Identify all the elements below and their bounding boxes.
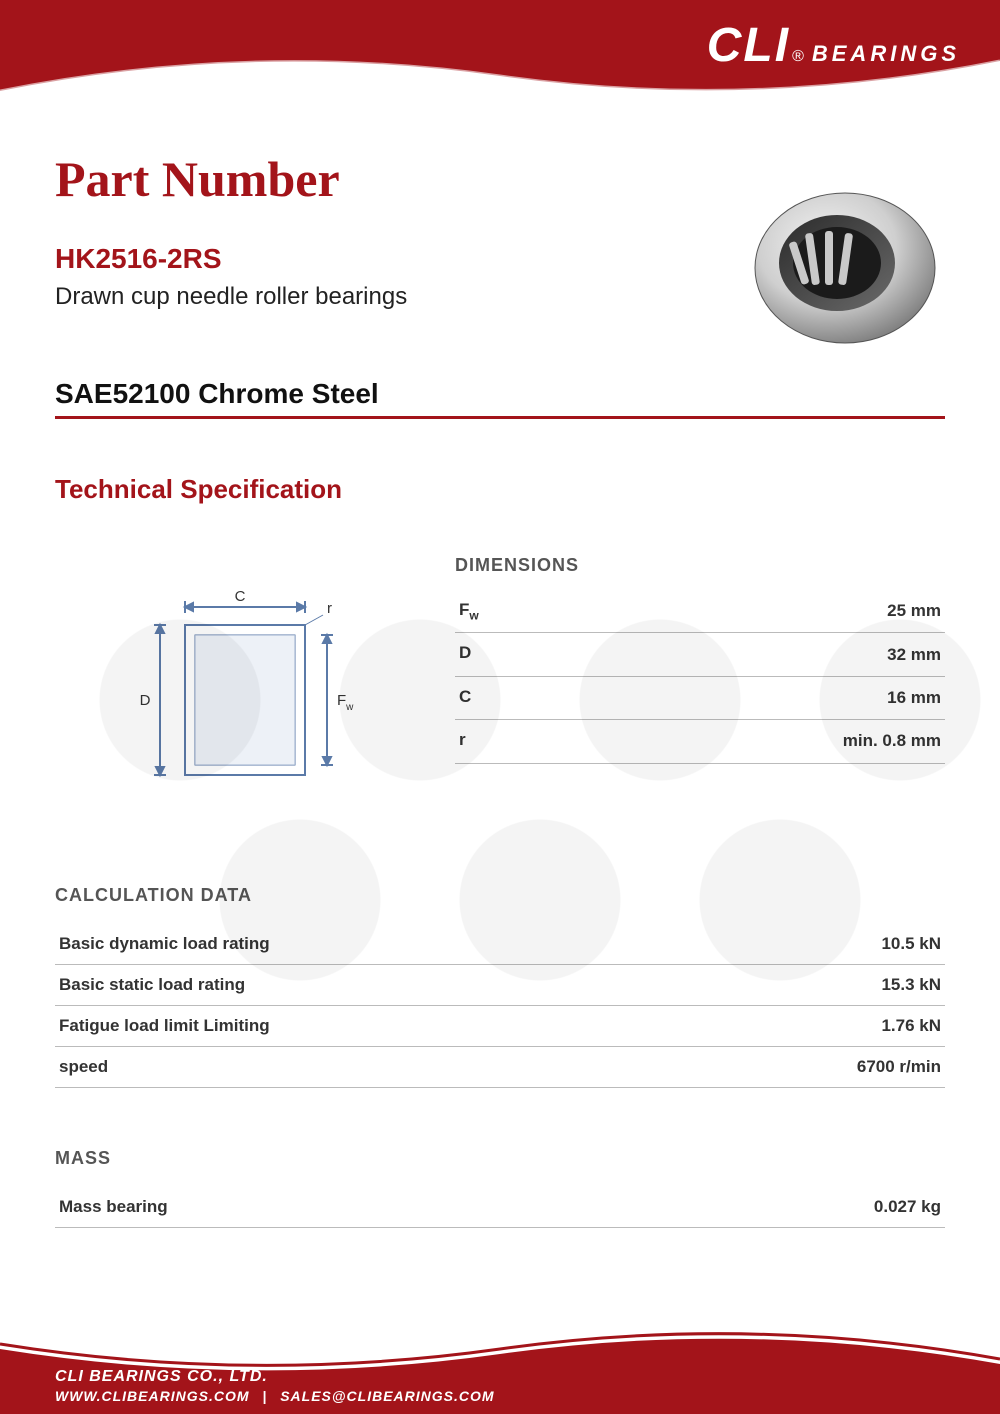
diagram-label-fw: Fw xyxy=(337,692,354,713)
dimensions-table: Fw 25 mm D 32 mm C 16 mm r min. 0.8 mm xyxy=(455,590,945,764)
part-info: HK2516-2RS Drawn cup needle roller beari… xyxy=(55,243,407,311)
calc-value: 6700 r/min xyxy=(681,1047,945,1088)
techspec-heading: Technical Specification xyxy=(55,474,945,505)
dim-value: 32 mm xyxy=(556,633,945,676)
table-row: C 16 mm xyxy=(455,676,945,719)
mass-section: MASS Mass bearing 0.027 kg xyxy=(55,1148,945,1228)
page-footer: CLI BEARINGS CO., LTD. WWW.CLIBEARINGS.C… xyxy=(0,1319,1000,1414)
calc-value: 10.5 kN xyxy=(681,924,945,965)
dim-value: 25 mm xyxy=(556,590,945,633)
content-area: Part Number HK2516-2RS Drawn cup needle … xyxy=(0,110,1000,1228)
dim-label: C xyxy=(459,687,471,706)
table-row: Basic dynamic load rating 10.5 kN xyxy=(55,924,945,965)
footer-site: WWW.CLIBEARINGS.COM xyxy=(55,1388,250,1404)
footer-sep: | xyxy=(262,1388,267,1404)
table-row: Basic static load rating 15.3 kN xyxy=(55,965,945,1006)
brand-main: CLI xyxy=(707,18,790,73)
calc-label: speed xyxy=(55,1047,681,1088)
mass-value: 0.027 kg xyxy=(596,1187,945,1228)
dim-value: min. 0.8 mm xyxy=(556,720,945,763)
material-heading: SAE52100 Chrome Steel xyxy=(55,378,945,410)
dim-label: r xyxy=(459,730,466,749)
mass-heading: MASS xyxy=(55,1148,945,1169)
footer-text: CLI BEARINGS CO., LTD. WWW.CLIBEARINGS.C… xyxy=(55,1368,495,1404)
dim-value: 16 mm xyxy=(556,676,945,719)
brand-sub: BEARINGS xyxy=(812,41,960,67)
dim-label-sub: w xyxy=(469,608,478,622)
calculation-table: Basic dynamic load rating 10.5 kN Basic … xyxy=(55,924,945,1088)
part-description: Drawn cup needle roller bearings xyxy=(55,283,407,311)
table-row: Mass bearing 0.027 kg xyxy=(55,1187,945,1228)
dimension-diagram: C D Fw r xyxy=(105,585,365,805)
product-image xyxy=(725,183,945,353)
brand-reg: ® xyxy=(792,48,804,66)
calc-label: Fatigue load limit Limiting xyxy=(55,1006,681,1047)
calc-label: Basic static load rating xyxy=(55,965,681,1006)
table-row: Fw 25 mm xyxy=(455,590,945,633)
diagram-label-r: r xyxy=(327,600,332,617)
dim-label: D xyxy=(459,643,471,662)
page-header: CLI ® BEARINGS xyxy=(0,0,1000,110)
spec-area: C D Fw r DIMENSIONS Fw 25 mm D 32 mm xyxy=(55,555,945,805)
mass-label: Mass bearing xyxy=(55,1187,596,1228)
dim-label: F xyxy=(459,600,469,619)
diagram-column: C D Fw r xyxy=(55,555,415,805)
table-row: speed 6700 r/min xyxy=(55,1047,945,1088)
brand-logo: CLI ® BEARINGS xyxy=(707,18,960,73)
divider-red xyxy=(55,416,945,419)
dimensions-column: DIMENSIONS Fw 25 mm D 32 mm C 16 mm r mi… xyxy=(455,555,945,805)
footer-company: CLI BEARINGS CO., LTD. xyxy=(55,1368,495,1386)
dimensions-heading: DIMENSIONS xyxy=(455,555,945,576)
table-row: D 32 mm xyxy=(455,633,945,676)
calc-label: Basic dynamic load rating xyxy=(55,924,681,965)
diagram-label-d: D xyxy=(140,692,151,709)
footer-contact: WWW.CLIBEARINGS.COM | SALES@CLIBEARINGS.… xyxy=(55,1388,495,1404)
part-number: HK2516-2RS xyxy=(55,243,407,275)
calc-value: 1.76 kN xyxy=(681,1006,945,1047)
diagram-label-c: C xyxy=(235,588,246,605)
calc-value: 15.3 kN xyxy=(681,965,945,1006)
calculation-heading: CALCULATION DATA xyxy=(55,885,945,906)
part-row: HK2516-2RS Drawn cup needle roller beari… xyxy=(55,243,945,353)
table-row: r min. 0.8 mm xyxy=(455,720,945,763)
footer-email: SALES@CLIBEARINGS.COM xyxy=(280,1388,494,1404)
calculation-section: CALCULATION DATA Basic dynamic load rati… xyxy=(55,885,945,1088)
mass-table: Mass bearing 0.027 kg xyxy=(55,1187,945,1228)
table-row: Fatigue load limit Limiting 1.76 kN xyxy=(55,1006,945,1047)
